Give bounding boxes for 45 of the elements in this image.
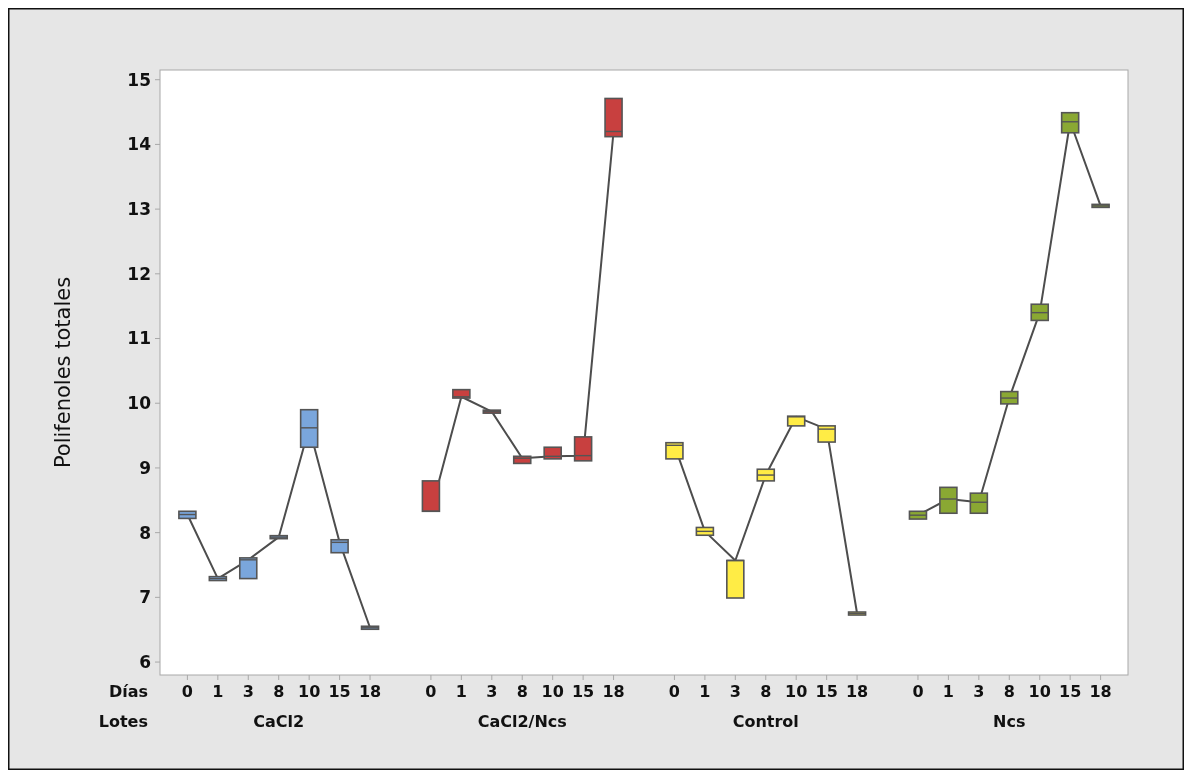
x-tick-label: 3 [486,682,498,701]
x-tick-label: 10 [785,682,808,701]
x-tick-label: 10 [1028,682,1051,701]
text: Control [732,712,799,731]
x-tick-label: 18 [358,682,382,701]
y-tick-label: 14 [127,134,152,155]
text: CaCl2/Ncs [477,712,567,731]
x-tick-label: 8 [1003,682,1015,701]
x-tick-label: 1 [212,682,224,701]
y-tick-label: 8 [139,522,151,543]
x-tick-label: 1 [942,682,954,701]
x-tick-label: 15 [1059,682,1082,701]
x-tick-label: 18 [845,682,869,701]
x-tick-label: 1 [455,682,467,701]
x-tick-label: 0 [668,682,681,701]
y-tick-label: 12 [127,263,151,284]
x-tick-label: 8 [273,682,285,701]
x-tick-label: 3 [729,682,741,701]
text: CaCl2 [253,712,305,731]
x-tick-label: 18 [1089,682,1112,701]
y-tick-label: 11 [127,328,151,349]
x-tick-label: 15 [571,682,595,701]
x-tick-label: 3 [242,682,254,701]
y-axis-title: Polifenoles totales [51,276,75,469]
x-tick-label: 15 [328,682,351,701]
x-tick-label: 3 [973,682,985,701]
x-tick-label: 1 [699,682,711,701]
text: Ncs [993,712,1026,731]
text: Días [108,682,148,701]
x-tick-label: 0 [425,682,437,701]
x-tick-label: 8 [516,682,528,701]
y-tick-label: 7 [139,587,151,608]
x-tick-label: 0 [912,682,924,701]
x-tick-label: 18 [602,682,625,701]
text: Lotes [98,712,148,731]
x-tick-label: 15 [815,682,838,701]
y-tick-label: 6 [139,652,151,673]
x-tick-label: 8 [760,682,772,701]
y-tick-label: 13 [127,199,151,220]
y-tick-label: 10 [127,393,152,414]
x-tick-label: 10 [298,682,321,701]
x-tick-label: 10 [541,682,564,701]
y-tick-label: 9 [139,457,151,478]
x-tick-label: 0 [181,682,193,701]
y-tick-label: 15 [127,69,151,90]
